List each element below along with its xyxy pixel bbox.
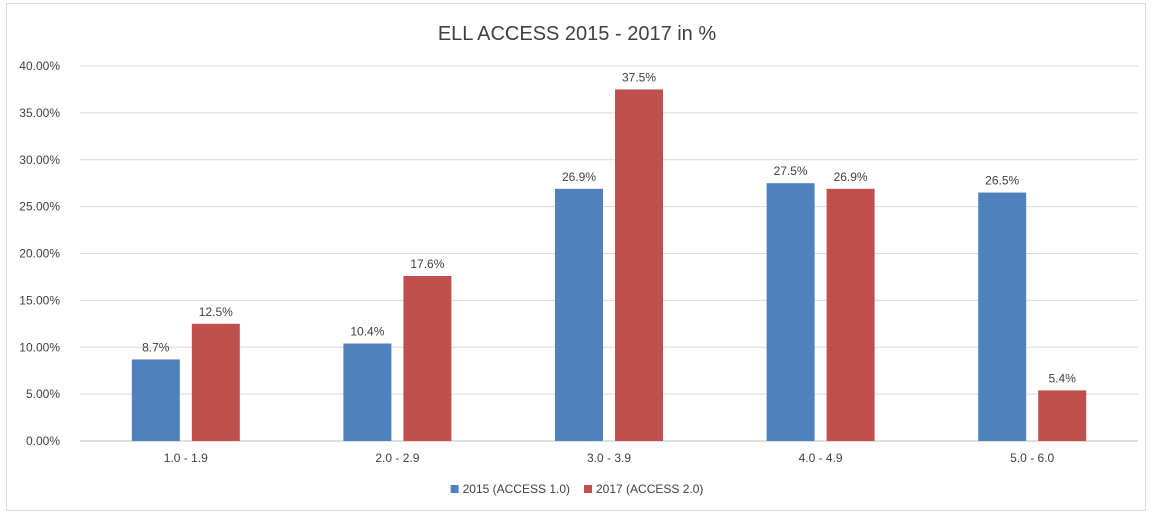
data-labels: 8.7% 12.5% 10.4% 17.6% 26.9% 37.5% 27.5% 26.9% 2…: [142, 70, 1076, 385]
bar: [343, 343, 392, 441]
grid-lines: [80, 65, 1138, 442]
y-tick-label: 0.00%: [26, 434, 60, 448]
data-label: 26.5%: [985, 174, 1019, 188]
bar: [403, 276, 452, 441]
legend-item: 2017 (ACCESS 2.0): [584, 482, 703, 496]
data-label: 27.5%: [774, 164, 808, 178]
data-label: 10.4%: [350, 325, 384, 339]
data-label: 37.5%: [622, 70, 656, 84]
legend: 2015 (ACCESS 1.0) 2017 (ACCESS 2.0): [450, 482, 703, 496]
bar: [555, 188, 603, 441]
data-label: 8.7%: [142, 340, 170, 354]
legend-label: 2017 (ACCESS 2.0): [596, 482, 703, 496]
data-label: 17.6%: [410, 257, 444, 271]
y-tick-label: 30.00%: [19, 153, 60, 167]
y-tick-label: 35.00%: [19, 106, 60, 120]
data-label: 26.9%: [562, 170, 596, 184]
axes: 0.00% 5.00% 10.00% 15.00% 20.00% 25.00% 30.00%…: [19, 59, 1054, 465]
y-tick-label: 10.00%: [19, 340, 60, 354]
x-tick-label: 2.0 - 2.9: [375, 451, 419, 465]
x-tick-label: 1.0 - 1.9: [164, 451, 208, 465]
chart-title: ELL ACCESS 2015 - 2017 in %: [438, 23, 717, 45]
data-label: 12.5%: [199, 305, 233, 319]
bar: [978, 192, 1027, 441]
y-tick-label: 40.00%: [19, 59, 60, 73]
x-tick-label: 3.0 - 3.9: [587, 451, 631, 465]
y-tick-label: 5.00%: [26, 387, 60, 401]
data-label: 5.4%: [1049, 371, 1077, 385]
bar: [766, 183, 815, 441]
legend-swatch: [450, 485, 459, 493]
y-tick-label: 20.00%: [19, 247, 60, 261]
bars: [131, 89, 1087, 441]
bar: [191, 323, 240, 441]
bar: [131, 359, 180, 441]
bar: [615, 89, 663, 441]
y-tick-label: 25.00%: [19, 200, 60, 214]
legend-item: 2015 (ACCESS 1.0): [450, 482, 570, 496]
x-tick-label: 5.0 - 6.0: [1010, 451, 1054, 465]
y-tick-label: 15.00%: [19, 293, 60, 307]
legend-label: 2015 (ACCESS 1.0): [463, 482, 570, 496]
data-label: 26.9%: [834, 170, 868, 184]
legend-swatch: [584, 485, 592, 493]
bar: [1038, 390, 1087, 441]
bar: [826, 188, 875, 441]
x-tick-label: 4.0 - 4.9: [799, 451, 843, 465]
